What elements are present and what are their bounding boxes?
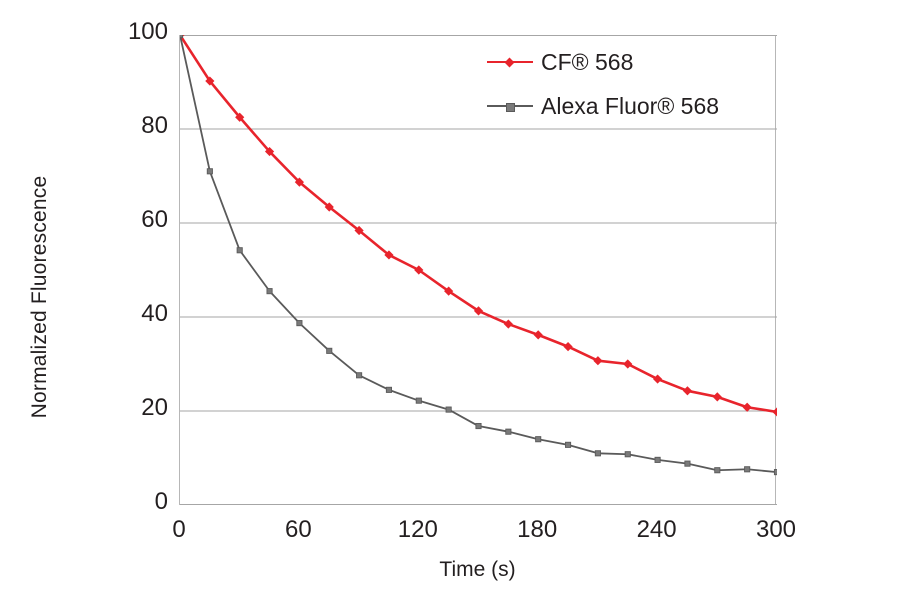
data-point bbox=[385, 386, 393, 393]
y-tick-label: 60 bbox=[141, 206, 168, 233]
data-point bbox=[563, 342, 573, 352]
y-tick-label: 40 bbox=[141, 300, 168, 327]
data-point bbox=[593, 356, 603, 366]
legend-swatch-icon bbox=[487, 99, 533, 113]
data-point bbox=[594, 450, 601, 457]
data-point bbox=[682, 386, 693, 396]
data-point bbox=[415, 397, 422, 404]
legend-label: CF® 568 bbox=[541, 48, 634, 75]
data-point bbox=[266, 288, 273, 295]
data-point bbox=[206, 168, 213, 175]
x-tick-label: 0 bbox=[172, 516, 186, 543]
data-point bbox=[533, 330, 543, 340]
data-point bbox=[205, 76, 215, 86]
data-point bbox=[773, 469, 777, 476]
legend-marker-square-icon bbox=[506, 102, 515, 112]
data-point bbox=[236, 247, 243, 254]
legend-swatch-icon bbox=[487, 55, 533, 69]
data-series-layer bbox=[180, 35, 777, 476]
data-point bbox=[654, 456, 661, 463]
data-point bbox=[624, 451, 631, 458]
data-point bbox=[684, 460, 691, 467]
x-axis-title: Time (s) bbox=[439, 558, 516, 581]
data-point bbox=[503, 319, 513, 329]
gridlines bbox=[180, 35, 777, 505]
legend-label: Alexa Fluor® 568 bbox=[541, 92, 720, 119]
data-point bbox=[180, 35, 184, 39]
data-point bbox=[535, 436, 542, 443]
y-tick-label: 80 bbox=[141, 112, 168, 139]
data-point bbox=[444, 286, 454, 296]
data-point bbox=[712, 392, 722, 402]
y-tick-label: 100 bbox=[127, 18, 168, 45]
data-point bbox=[473, 306, 484, 316]
data-point bbox=[326, 347, 333, 354]
data-point bbox=[505, 428, 512, 435]
data-point bbox=[744, 466, 751, 473]
legend-item-alexa-fluor-568: Alexa Fluor® 568 bbox=[487, 84, 777, 128]
legend-item-cf568: CF® 568 bbox=[487, 40, 777, 84]
data-point bbox=[565, 441, 572, 448]
data-point bbox=[475, 422, 482, 430]
data-point bbox=[623, 359, 633, 369]
data-point bbox=[772, 407, 777, 417]
data-point bbox=[714, 467, 721, 474]
plot-canvas bbox=[180, 35, 777, 505]
data-point bbox=[445, 406, 452, 413]
y-axis-tick-labels: 0 20 40 60 80 100 bbox=[60, 0, 168, 594]
series-alexa-fluor-568 bbox=[180, 35, 777, 476]
x-tick-label: 120 bbox=[397, 516, 438, 543]
data-point bbox=[653, 374, 663, 384]
y-tick-label: 0 bbox=[154, 488, 168, 515]
y-tick-label: 20 bbox=[141, 394, 168, 421]
data-point bbox=[356, 372, 363, 379]
chart-legend: CF® 568 Alexa Fluor® 568 bbox=[487, 40, 777, 128]
data-point bbox=[324, 202, 334, 212]
data-point bbox=[414, 265, 424, 275]
x-tick-label: 240 bbox=[636, 516, 677, 543]
legend-marker-diamond-icon bbox=[504, 57, 515, 67]
x-tick-label: 300 bbox=[755, 516, 797, 543]
data-point bbox=[296, 320, 303, 327]
x-tick-label: 180 bbox=[517, 516, 558, 543]
x-tick-label: 60 bbox=[285, 516, 312, 543]
plot-area bbox=[179, 35, 777, 505]
data-point bbox=[742, 402, 752, 412]
data-point bbox=[235, 112, 245, 122]
